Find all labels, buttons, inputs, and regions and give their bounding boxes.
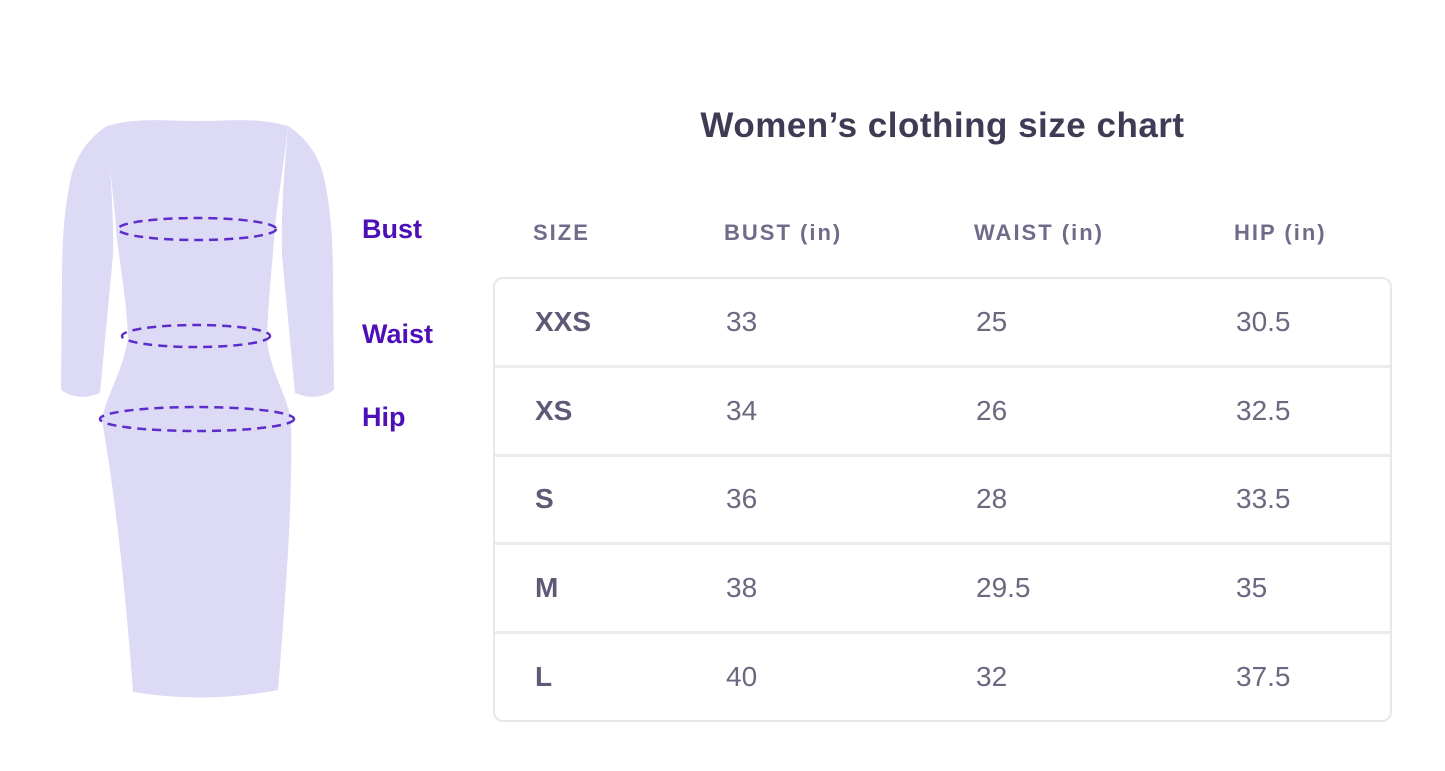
dress-left-sleeve: [61, 126, 114, 397]
cell-waist: 29.5: [976, 572, 1031, 604]
cell-waist: 32: [976, 661, 1008, 693]
page-title: Women’s clothing size chart: [700, 106, 1185, 145]
cell-size: XS: [535, 394, 573, 426]
cell-size: L: [535, 661, 553, 693]
column-header-hip: HIP (in): [1234, 220, 1327, 245]
column-header-waist: WAIST (in): [974, 220, 1104, 245]
cell-bust: 36: [726, 483, 758, 515]
dress-silhouette: [102, 120, 292, 698]
table-row: L 40 32 37.5: [495, 631, 1390, 720]
table-row: M 38 29.5 35: [495, 542, 1390, 631]
cell-bust: 40: [726, 661, 758, 693]
cell-hip: 35: [1236, 572, 1268, 604]
table-row: S 36 28 33.5: [495, 453, 1390, 543]
column-header-size: SIZE: [533, 220, 590, 245]
cell-waist: 26: [976, 394, 1008, 426]
table-row: XXS 33 25 30.5: [495, 279, 1390, 365]
cell-waist: 25: [976, 305, 1008, 337]
cell-size: M: [535, 572, 559, 604]
cell-bust: 38: [726, 572, 758, 604]
cell-bust: 34: [726, 394, 758, 426]
hip-measure-line: [98, 405, 296, 433]
dress-svg: [61, 120, 334, 698]
cell-size: XXS: [535, 305, 592, 337]
cell-hip: 37.5: [1236, 661, 1291, 693]
dress-right-sleeve: [281, 126, 334, 397]
column-header-bust: BUST (in): [724, 220, 843, 245]
cell-size: S: [535, 483, 554, 515]
waist-label: Waist: [362, 319, 434, 349]
table-header: SIZE BUST (in) WAIST (in) HIP (in): [493, 218, 1392, 248]
cell-hip: 33.5: [1236, 483, 1291, 515]
bust-measure-line: [116, 216, 278, 242]
cell-hip: 30.5: [1236, 305, 1291, 337]
cell-hip: 32.5: [1236, 394, 1291, 426]
cell-bust: 33: [726, 305, 758, 337]
cell-waist: 28: [976, 483, 1008, 515]
hip-label: Hip: [362, 402, 406, 432]
table-row: XS 34 26 32.5: [495, 364, 1390, 454]
dress-illustration: [60, 112, 360, 712]
bust-label: Bust: [362, 214, 422, 244]
size-table: XXS 33 25 30.5 XS 34 26 32.5 S 36 28 33.…: [493, 277, 1392, 722]
waist-measure-line: [120, 323, 272, 349]
